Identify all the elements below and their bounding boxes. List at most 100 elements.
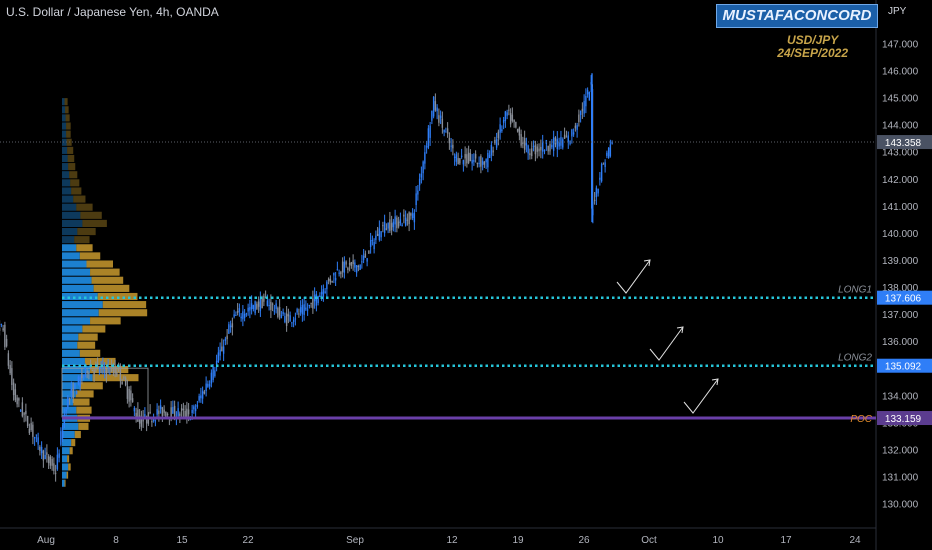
y-tick-label: 147.000 <box>882 40 919 51</box>
candle-body <box>201 391 204 399</box>
candle-body <box>525 142 528 146</box>
candle-body <box>364 253 367 258</box>
candle-body <box>343 261 346 273</box>
candle-body <box>114 365 116 374</box>
candle-body <box>166 413 169 415</box>
volume-profile-bar-gold <box>78 422 89 430</box>
candle-body <box>357 265 360 268</box>
x-tick-label: Sep <box>346 535 364 546</box>
candle-body <box>501 129 503 132</box>
volume-profile-row <box>62 219 107 227</box>
volume-profile-bar-blue <box>62 98 65 106</box>
candle-body <box>12 382 15 396</box>
candle-body <box>270 301 272 310</box>
volume-profile-bar-gold <box>64 98 68 106</box>
candle-body <box>44 454 46 460</box>
candle-body <box>30 423 32 430</box>
candle-body <box>506 112 508 116</box>
candle-body <box>576 125 578 130</box>
candle-body <box>273 310 276 312</box>
poc-arrow-head <box>711 378 719 386</box>
candle-body <box>572 132 575 135</box>
candle-body <box>0 324 3 326</box>
y-tick-label: 143.000 <box>882 148 919 159</box>
volume-profile-row <box>62 203 93 211</box>
volume-profile-bar-blue <box>62 228 78 236</box>
candle-body <box>5 338 8 347</box>
volume-profile-bar-gold <box>67 146 74 154</box>
last-price-text: 143.358 <box>885 138 922 149</box>
candle-body <box>79 377 81 387</box>
candle-body <box>390 223 393 231</box>
volume-profile-bar-gold <box>76 406 92 414</box>
candle-body <box>282 312 284 315</box>
candle-body <box>565 136 568 138</box>
y-tick-label: 145.000 <box>882 94 919 105</box>
candle-body <box>446 128 449 134</box>
volume-profile-bar-blue <box>62 244 77 252</box>
volume-profile-row <box>62 341 96 349</box>
volume-profile-row <box>62 130 71 138</box>
candle-body <box>420 173 423 178</box>
volume-profile-bar-gold <box>74 430 81 439</box>
candle-body <box>107 366 109 368</box>
candle-body <box>592 209 594 216</box>
candle-body <box>509 113 512 125</box>
candle-body <box>389 219 391 231</box>
candle-body <box>88 372 90 375</box>
candle-body <box>494 139 496 144</box>
level-label-poc: POC <box>850 414 872 425</box>
candle-body <box>54 472 57 474</box>
candle-body <box>126 386 129 399</box>
candle-body <box>508 109 510 111</box>
candle-body <box>574 125 577 129</box>
candle-body <box>2 328 4 331</box>
volume-profile-bar-blue <box>62 130 67 138</box>
candle-body <box>70 388 73 394</box>
candle-body <box>203 391 206 394</box>
candle-body <box>256 303 258 309</box>
candle-body <box>369 240 372 248</box>
volume-profile-row <box>62 398 90 406</box>
volume-profile-bar-blue <box>62 146 68 154</box>
candle-body <box>98 370 101 372</box>
candle-body <box>552 137 555 151</box>
candle-body <box>438 115 440 123</box>
candle-body <box>504 111 507 122</box>
candle-body <box>443 129 445 133</box>
volume-profile-row <box>62 228 96 236</box>
y-tick-label: 131.000 <box>882 472 919 483</box>
x-tick-label: 26 <box>578 535 590 546</box>
volume-profile-bar-blue <box>62 439 72 447</box>
candle-body <box>145 416 148 424</box>
candle-body <box>93 369 95 375</box>
candle-body <box>200 395 202 399</box>
candle-body <box>417 190 419 195</box>
volume-profile-bar-gold <box>73 195 86 203</box>
candle-body <box>362 255 365 260</box>
volume-profile-row <box>62 479 66 487</box>
candle-body <box>556 139 559 150</box>
candle-body <box>474 153 477 159</box>
volume-profile-bar-gold <box>65 106 69 114</box>
candle-body <box>355 265 358 273</box>
candle-body <box>471 160 473 164</box>
candle-body <box>238 308 241 312</box>
candle-body <box>268 304 270 306</box>
candle-body <box>284 316 286 323</box>
volume-profile-bar-blue <box>62 309 99 317</box>
volume-profile-bar-blue <box>62 430 75 439</box>
candle-body <box>424 152 426 164</box>
candle-body <box>103 369 106 371</box>
candle-body <box>63 414 66 426</box>
volume-profile-bar-gold <box>77 228 96 236</box>
volume-profile-bar-blue <box>62 284 94 292</box>
price-tag-text-long1: 137.606 <box>885 294 922 305</box>
candle-body <box>40 446 43 454</box>
long1-arrow <box>616 259 651 294</box>
candle-body <box>375 235 377 240</box>
candle-body <box>305 307 307 310</box>
candle-body <box>319 295 321 297</box>
